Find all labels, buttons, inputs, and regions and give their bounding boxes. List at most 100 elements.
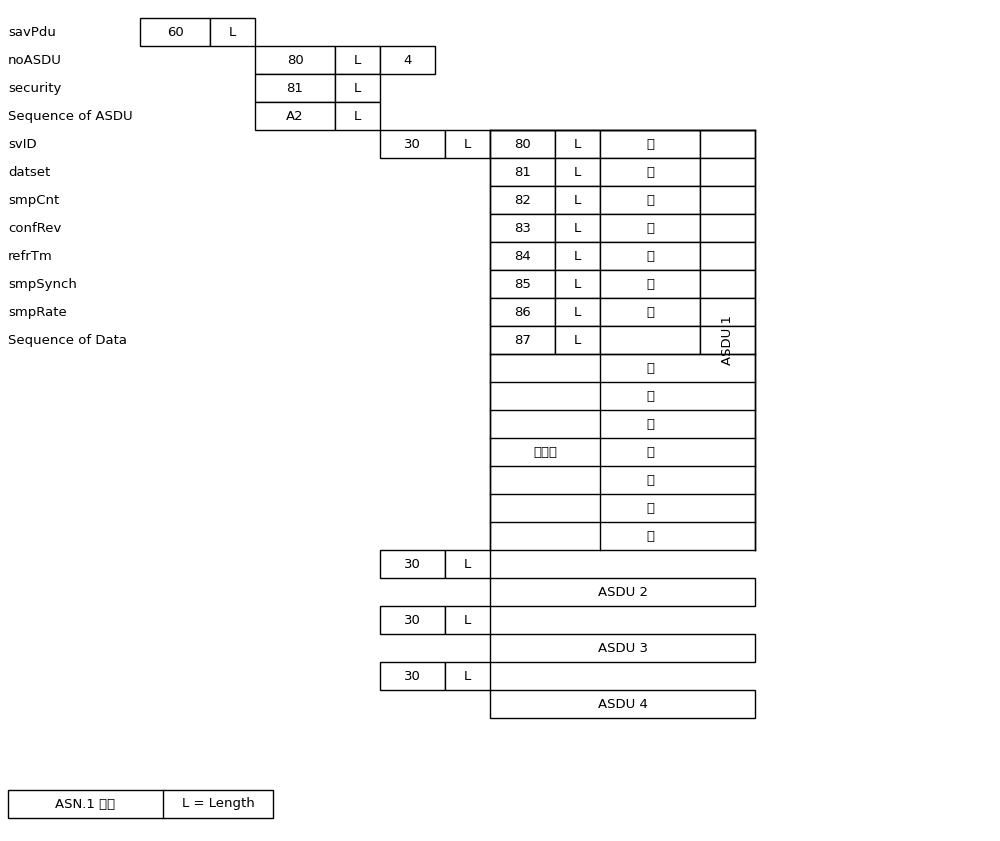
Bar [600,326,700,354]
Text: 84: 84 [514,250,531,262]
Bar [555,158,600,186]
Bar [490,298,555,326]
Text: 82: 82 [514,193,531,207]
Text: 値: 値 [646,305,654,319]
Text: ASDU 2: ASDU 2 [598,585,648,599]
Text: 86: 86 [514,305,531,319]
Text: 80: 80 [287,54,303,66]
Bar [335,102,380,130]
Bar [600,158,700,186]
Bar [555,186,600,214]
Text: 値: 値 [646,193,654,207]
Text: L: L [229,25,236,39]
Text: 30: 30 [404,558,421,570]
Text: 81: 81 [287,82,303,94]
Text: ASDU 1: ASDU 1 [721,315,734,365]
Text: L: L [574,278,581,290]
Bar [255,102,335,130]
Bar [555,214,600,242]
Text: L: L [464,613,471,627]
Text: datset: datset [8,166,50,178]
Bar [700,242,755,270]
Text: smpSynch: smpSynch [8,278,77,290]
Text: 87: 87 [514,334,531,346]
Text: 60: 60 [167,25,183,39]
Bar [490,158,555,186]
Bar [700,326,755,354]
Bar [490,690,755,718]
Text: 値: 値 [646,446,654,458]
Bar [380,550,445,578]
Text: L: L [574,166,581,178]
Text: 値: 値 [646,389,654,403]
Bar [8,790,273,818]
Bar [490,186,555,214]
Text: L: L [354,109,361,123]
Text: L: L [574,221,581,235]
Text: 値: 値 [646,417,654,431]
Bar [490,270,555,298]
Text: 80: 80 [514,137,531,151]
Text: L: L [464,558,471,570]
Bar [380,606,445,634]
Text: L: L [574,193,581,207]
Bar [490,130,555,158]
Text: 数据集: 数据集 [533,446,557,458]
Text: refrTm: refrTm [8,250,53,262]
Text: 値: 値 [646,501,654,515]
Text: 値: 値 [646,166,654,178]
Text: 値: 値 [646,250,654,262]
Bar [490,326,555,354]
Bar [490,242,555,270]
Bar [140,18,210,46]
Text: L: L [464,137,471,151]
Text: L: L [354,54,361,66]
Bar [555,130,600,158]
Bar [380,46,435,74]
Text: 85: 85 [514,278,531,290]
Text: svID: svID [8,137,37,151]
Text: L: L [574,137,581,151]
Bar [555,298,600,326]
Text: L: L [574,305,581,319]
Text: 値: 値 [646,362,654,374]
Text: A2: A2 [286,109,304,123]
Text: 値: 値 [646,137,654,151]
Bar [445,662,490,690]
Bar [555,242,600,270]
Text: L: L [574,250,581,262]
Text: Sequence of Data: Sequence of Data [8,334,127,346]
Bar [600,298,700,326]
Bar [490,634,755,662]
Bar [335,74,380,102]
Bar [445,130,490,158]
Text: 83: 83 [514,221,531,235]
Text: 値: 値 [646,221,654,235]
Text: confRev: confRev [8,221,61,235]
Bar [555,326,600,354]
Text: 値: 値 [646,278,654,290]
Text: 30: 30 [404,669,421,683]
Bar [600,270,700,298]
Text: 値: 値 [646,530,654,542]
Text: 4: 4 [403,54,412,66]
Text: 値: 値 [646,473,654,486]
Text: L: L [464,669,471,683]
Bar [700,298,755,326]
Bar [445,550,490,578]
Text: smpCnt: smpCnt [8,193,59,207]
Bar [490,214,555,242]
Text: L = Length: L = Length [182,797,254,811]
Bar [445,606,490,634]
Text: L: L [574,334,581,346]
Text: 30: 30 [404,613,421,627]
Bar [700,214,755,242]
Text: noASDU: noASDU [8,54,62,66]
Bar [600,214,700,242]
Text: 30: 30 [404,137,421,151]
Text: smpRate: smpRate [8,305,67,319]
Text: ASDU 3: ASDU 3 [598,642,648,654]
Text: ASDU 4: ASDU 4 [598,697,647,711]
Bar [600,186,700,214]
Bar [255,46,335,74]
